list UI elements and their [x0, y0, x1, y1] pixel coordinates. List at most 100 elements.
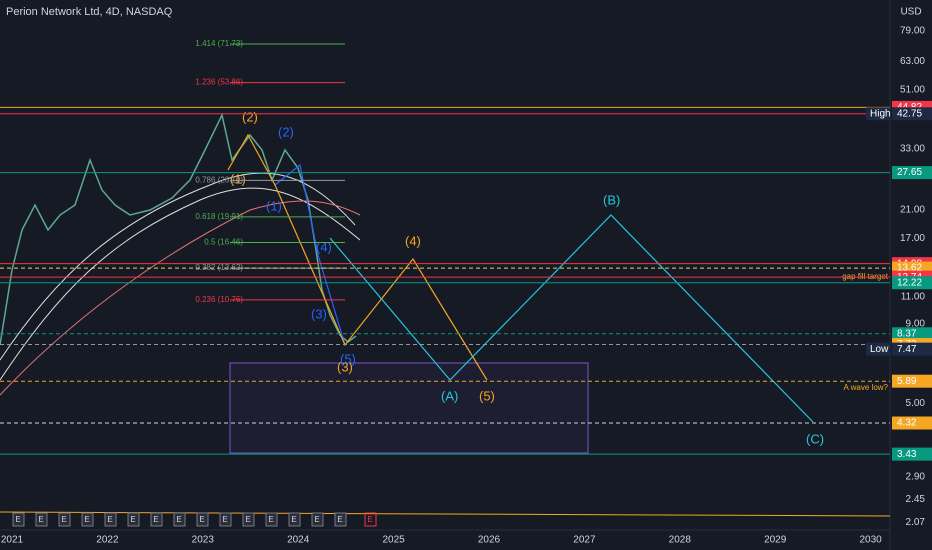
price-badge-label: 4.32: [897, 418, 917, 429]
price-badge: [892, 276, 932, 290]
chart-title: Perion Network Ltd, 4D, NASDAQ: [6, 6, 173, 18]
wave-label: (2): [278, 124, 294, 139]
price-badge-label: 12.22: [897, 277, 922, 288]
price-tick-label: 17.00: [900, 233, 925, 244]
target-box: [229, 362, 589, 454]
price-tick-label: 21.00: [900, 204, 925, 215]
earnings-label: E: [222, 515, 227, 524]
wave-label: (3): [337, 359, 353, 374]
earnings-label: E: [245, 515, 250, 524]
moving-average: [0, 200, 361, 396]
price-badge-label: 5.89: [897, 376, 917, 387]
fib-label: 0.5 (16.46): [204, 238, 243, 247]
time-tick-label: 2025: [382, 535, 405, 546]
earnings-marker: [150, 512, 163, 527]
currency: USD: [900, 7, 921, 18]
earnings-label: E: [107, 515, 112, 524]
wave-label: (C): [806, 431, 824, 446]
earnings-marker: [288, 512, 301, 527]
earnings-marker: [127, 512, 140, 527]
fib-label: 0.236 (10.76): [195, 295, 243, 304]
fib-label: 0.618 (19.91): [195, 212, 243, 221]
price-badge-label: 7.47: [897, 344, 917, 355]
price-badge: [892, 342, 932, 356]
earnings-marker: [35, 512, 48, 527]
annotation: A wave low?: [844, 383, 889, 392]
earnings-label: E: [367, 515, 372, 524]
earnings-marker: [334, 512, 347, 527]
price-badge: [892, 166, 932, 180]
price-badge: [892, 416, 932, 430]
earnings-marker: [219, 512, 232, 527]
earnings-label: E: [38, 515, 43, 524]
price-tick-label: 11.00: [901, 292, 926, 303]
moving-average: [0, 172, 356, 361]
price-tick-label: 9.00: [906, 319, 926, 330]
time-tick-label: 2024: [287, 535, 310, 546]
earnings-marker: [265, 512, 278, 527]
earnings-label: E: [291, 515, 296, 524]
price-tick-label: 63.00: [900, 56, 925, 67]
earnings-marker: [364, 512, 377, 527]
price-badge-label: 8.37: [897, 328, 917, 339]
earnings-label: E: [176, 515, 181, 524]
wave-label: (2): [242, 109, 258, 124]
trend-line: [0, 511, 891, 517]
price-badge: [892, 327, 932, 341]
earnings-marker: [242, 512, 255, 527]
fib-label: 0.786 (26.10): [195, 175, 243, 184]
annotation: gap fill target: [842, 272, 889, 281]
earnings-marker: [81, 512, 94, 527]
fib-label: 1.414 (71.73): [195, 39, 243, 48]
time-tick-label: 2029: [764, 535, 787, 546]
fib-label: 1.236 (53.86): [195, 78, 243, 87]
wave-label: (4): [316, 239, 332, 254]
price-badge-label: 3.43: [897, 449, 917, 460]
earnings-label: E: [15, 515, 20, 524]
wave-label: (B): [603, 192, 620, 207]
earnings-label: E: [268, 515, 273, 524]
price-tick-label: 2.90: [906, 471, 926, 482]
price-badge-label: 27.65: [897, 167, 922, 178]
teal-wave-path: [329, 214, 814, 423]
badge-tag: [866, 342, 891, 356]
price-badge: [892, 374, 932, 388]
badge-tag-label: High: [870, 108, 891, 119]
price-tick-label: 2.45: [906, 494, 926, 505]
price-badge: [892, 447, 932, 461]
price-tick-label: 51.00: [900, 85, 925, 96]
wave-label: (1): [266, 198, 282, 213]
wave-label: (5): [340, 351, 356, 366]
time-tick-label: 2028: [669, 535, 692, 546]
earnings-label: E: [130, 515, 135, 524]
earnings-label: E: [199, 515, 204, 524]
time-tick-label: 2026: [478, 535, 501, 546]
wave-label: (A): [441, 388, 458, 403]
earnings-label: E: [153, 515, 158, 524]
earnings-marker: [104, 512, 117, 527]
earnings-marker: [58, 512, 71, 527]
earnings-label: E: [61, 515, 66, 524]
price-badge-label: 13.62: [897, 263, 922, 274]
badge-tag: [866, 107, 891, 121]
price-tick-label: 33.00: [900, 143, 925, 154]
earnings-marker: [173, 512, 186, 527]
time-tick-label: 2027: [573, 535, 596, 546]
price-badge: [892, 107, 932, 121]
price-tick-label: 79.00: [900, 26, 925, 37]
wave-label: (5): [479, 388, 495, 403]
price-tick-label: 2.07: [906, 517, 926, 528]
earnings-marker: [196, 512, 209, 527]
earnings-label: E: [84, 515, 89, 524]
badge-tag-label: Low: [870, 344, 889, 355]
earnings-marker: [12, 512, 25, 527]
time-tick-label: 2030: [859, 535, 882, 546]
price-tick-label: 5.00: [906, 398, 926, 409]
time-tick-label: 2023: [192, 535, 215, 546]
wave-label: (1): [230, 171, 246, 186]
price-badge-label: 42.75: [897, 108, 922, 119]
time-tick-label: 2022: [96, 535, 119, 546]
earnings-marker: [311, 512, 324, 527]
